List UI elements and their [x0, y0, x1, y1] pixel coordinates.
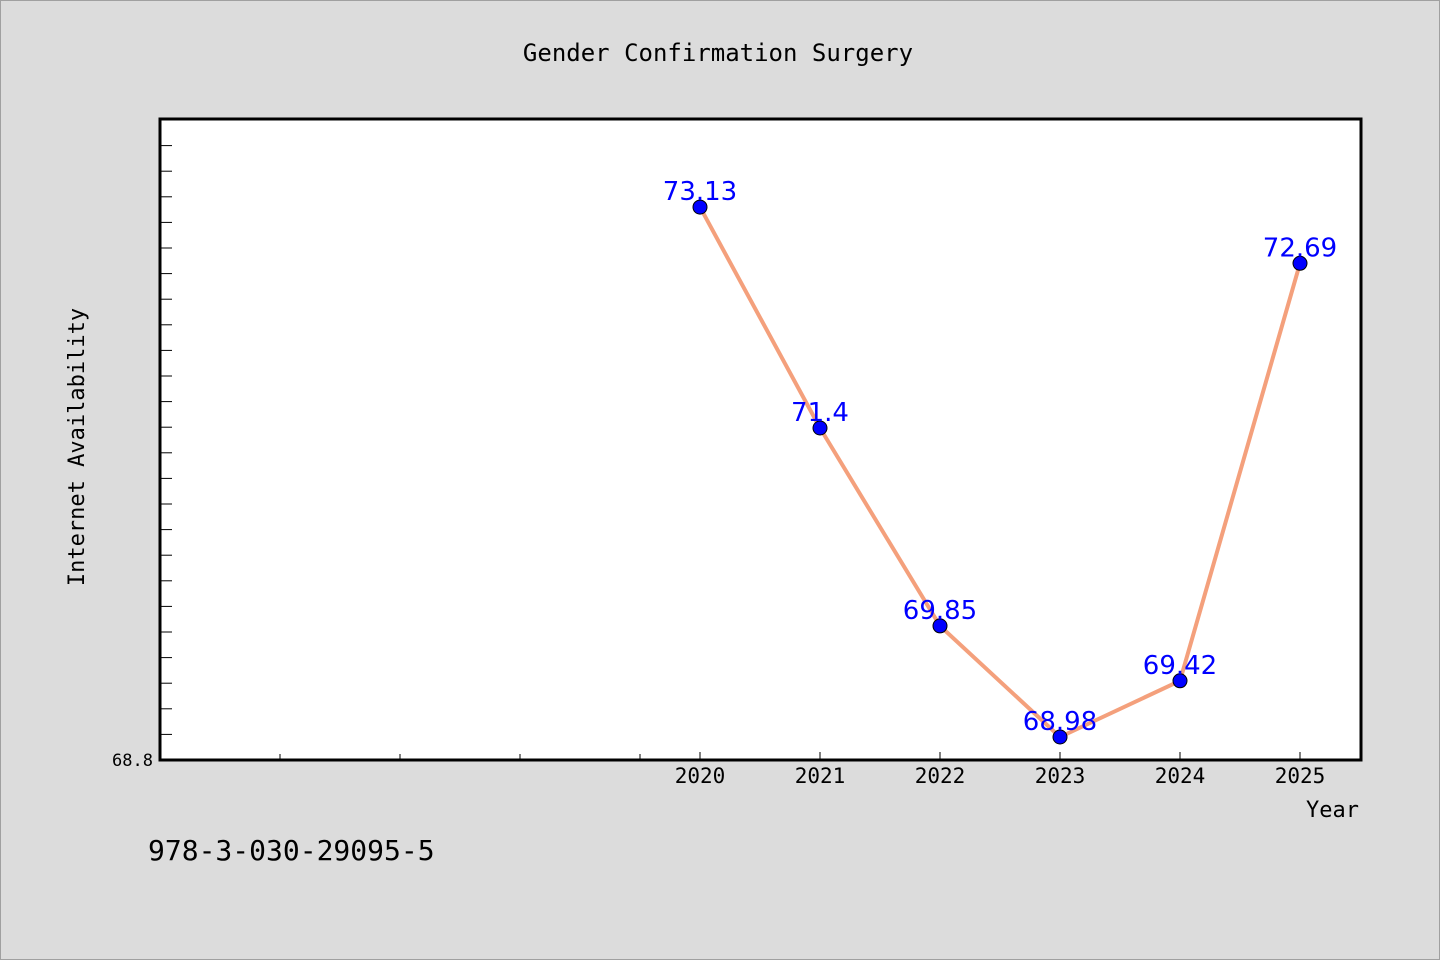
y-axis-minor-ticks — [160, 145, 172, 735]
series-markers — [692, 199, 1308, 745]
data-label: 68.98 — [1023, 707, 1097, 737]
x-tick-label: 2021 — [795, 764, 846, 788]
data-label: 69.85 — [903, 596, 977, 626]
data-point-marker — [812, 420, 828, 436]
x-tick-label: 2024 — [1155, 764, 1206, 788]
data-point-marker — [932, 618, 948, 634]
x-tick-labels: 2020 2021 2022 2023 2024 2025 — [675, 764, 1326, 788]
data-label: 72.69 — [1263, 233, 1337, 263]
x-tick-label: 2025 — [1275, 764, 1326, 788]
x-tick-label: 2022 — [915, 764, 966, 788]
x-tick-label: 2020 — [675, 764, 726, 788]
plot-area — [158, 117, 1363, 762]
chart-title: Gender Confirmation Surgery — [523, 39, 913, 67]
y-axis-label: Internet Availability — [65, 308, 90, 586]
data-point-marker — [692, 199, 708, 215]
data-point-marker — [1292, 255, 1308, 271]
data-label: 71.4 — [791, 398, 849, 428]
y-tick-label: 68.8 — [112, 751, 153, 771]
data-label: 73.13 — [663, 177, 737, 207]
data-point-marker — [1172, 673, 1188, 689]
data-label: 69.42 — [1143, 651, 1217, 681]
x-tick-label: 2023 — [1035, 764, 1086, 788]
data-point-marker — [1052, 729, 1068, 745]
series-line — [698, 206, 1302, 739]
isbn-caption: 978-3-030-29095-5 — [148, 834, 435, 867]
data-labels: 73.13 71.4 69.85 68.98 69.42 72.69 — [663, 177, 1337, 737]
x-axis-minor-ticks — [279, 752, 1301, 760]
x-axis-label: Year — [1306, 798, 1359, 823]
